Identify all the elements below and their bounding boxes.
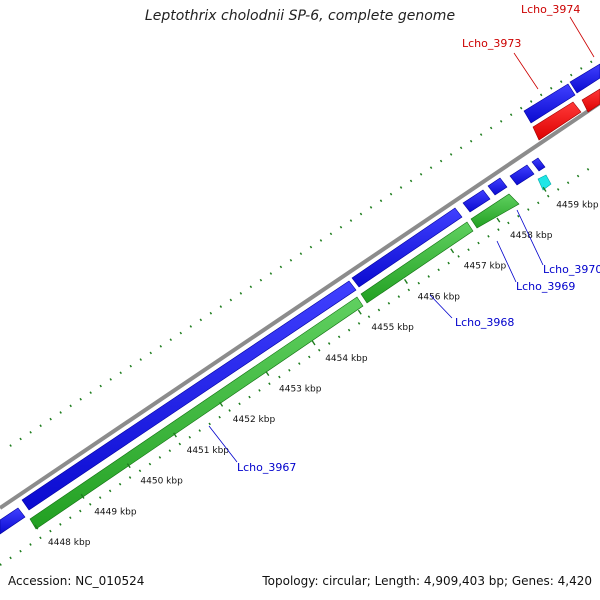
reverse-strand-track: [29, 193, 520, 530]
leader-lcho-3967: [208, 425, 238, 463]
accession-text: Accession: NC_010524: [8, 574, 145, 588]
ruler-label: 4451 kbp: [187, 446, 230, 456]
position-ruler: 4448 kbp 4449 kbp 4450 kbp 4451 kbp 4452 kbp…: [34, 186, 599, 548]
ruler-label: 4453 kbp: [279, 385, 322, 395]
ruler-label: 4449 kbp: [94, 507, 137, 517]
ruler-tick: [126, 463, 131, 469]
ruler-label: 4448 kbp: [48, 538, 91, 548]
ruler-label: 4459 kbp: [556, 200, 599, 210]
ruler-tick: [311, 340, 316, 346]
ruler-tick: [219, 401, 224, 407]
leader-lcho-3973: [513, 52, 539, 90]
ruler-label: 4458 kbp: [510, 231, 553, 241]
gene-label-lcho-3967: Lcho_3967: [237, 461, 296, 474]
topology-text: Topology: circular; Length: 4,909,403 bp…: [262, 574, 592, 588]
cds-forward-lcho-3968: [351, 207, 463, 288]
ruler-tick: [173, 432, 177, 438]
cds-forward-lcho-3973: [523, 83, 576, 124]
gene-label-lcho-3973: Lcho_3973: [462, 37, 521, 50]
cds-reverse-lcho-3967: [29, 296, 364, 530]
ruler-tick: [80, 493, 85, 499]
cds-forward-lcho-3967: [21, 280, 357, 511]
leader-lcho-3974: [569, 16, 595, 58]
reverse-red-track: [532, 88, 600, 141]
ruler-label: 4457 kbp: [464, 262, 507, 272]
cds-forward-lcho-3971: [509, 164, 535, 186]
inner-dotted-ring: [0, 167, 591, 566]
gene-label-lcho-3974: Lcho_3974: [521, 3, 580, 16]
leader-lcho-3968: [429, 294, 453, 319]
ruler-label: 4454 kbp: [325, 354, 368, 364]
cds-reverse-red-2: [581, 88, 600, 113]
cds-reverse-red-1: [532, 101, 582, 141]
label-leaders: [208, 16, 595, 463]
ruler-tick: [542, 186, 547, 192]
misc-feature: [537, 174, 552, 191]
leader-lcho-3970: [516, 209, 544, 266]
gene-label-lcho-3970: Lcho_3970: [543, 263, 600, 276]
ruler-tick: [357, 309, 362, 315]
leader-lcho-3969: [496, 240, 517, 283]
ruler-label: 4450 kbp: [140, 477, 183, 487]
ruler-tick: [404, 279, 408, 284]
gene-label-lcho-3968: Lcho_3968: [455, 316, 514, 329]
cds-forward-lcho-3965: [0, 507, 26, 535]
ruler-tick: [450, 248, 455, 254]
cds-forward-lcho-3974: [569, 63, 600, 94]
ruler-label: 4452 kbp: [233, 415, 276, 425]
cds-reverse-lcho-3968: [360, 221, 474, 304]
ruler-label: 4455 kbp: [371, 323, 414, 333]
cds-reverse-lcho-3969: [470, 193, 520, 229]
forward-strand-track: [0, 63, 600, 535]
cds-forward-lcho-3972: [531, 157, 546, 172]
ruler-label: 4456 kbp: [418, 292, 461, 302]
ruler-tick: [34, 524, 39, 530]
gene-label-lcho-3969: Lcho_3969: [516, 280, 575, 293]
map-title: Leptothrix cholodnii SP-6, complete geno…: [144, 8, 456, 24]
genome-backbone: [0, 101, 600, 510]
ruler-tick: [265, 371, 270, 377]
ruler-tick: [496, 217, 501, 223]
outer-dotted-ring: [9, 55, 600, 447]
cds-forward-lcho-3969: [462, 189, 491, 213]
cds-forward-lcho-3970: [487, 177, 508, 196]
